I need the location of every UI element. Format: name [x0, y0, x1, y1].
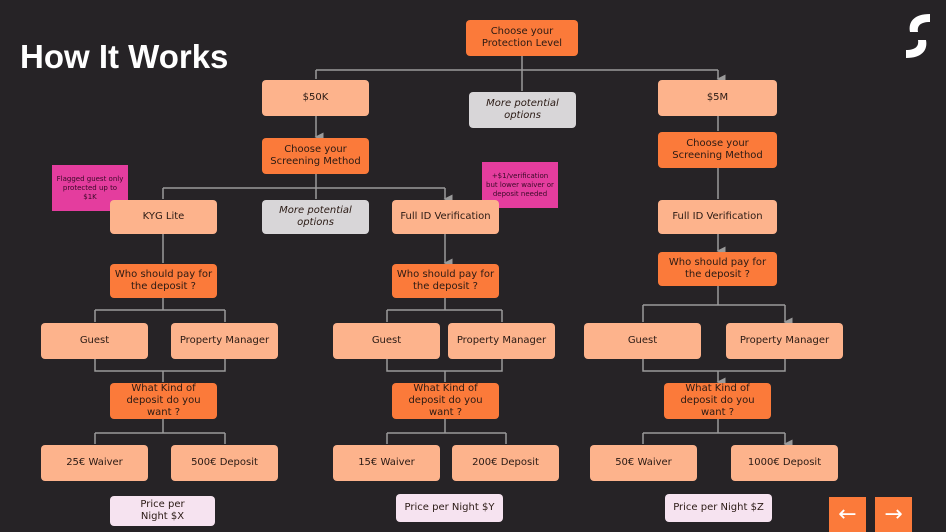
- guest-node: Guest: [333, 323, 440, 359]
- price-node: Price per Night $X: [110, 496, 215, 526]
- full-id-node-5m: Full ID Verification: [658, 200, 777, 234]
- arrow-right-icon: →: [884, 502, 903, 527]
- option-5m: $5M: [658, 80, 777, 116]
- full-id-node: Full ID Verification: [392, 200, 499, 234]
- page-title: How It Works: [20, 38, 229, 75]
- kyg-lite-node: KYG Lite: [110, 200, 217, 234]
- next-button[interactable]: →: [875, 497, 912, 532]
- protection-level-node: Choose your Protection Level: [466, 20, 578, 56]
- deposit-node: 1000€ Deposit: [731, 445, 838, 481]
- deposit-kind-node: What Kind of deposit do you want ?: [110, 383, 217, 419]
- property-manager-node: Property Manager: [171, 323, 278, 359]
- screening-node-50k: Choose your Screening Method: [262, 138, 369, 174]
- guest-node: Guest: [41, 323, 148, 359]
- who-pays-node: Who should pay for the deposit ?: [392, 264, 499, 298]
- more-options-mid: More potential options: [262, 200, 369, 234]
- property-manager-node: Property Manager: [726, 323, 843, 359]
- price-node: Price per Night $Y: [396, 494, 503, 522]
- waiver-node: 50€ Waiver: [590, 445, 697, 481]
- arrow-left-icon: ←: [838, 502, 857, 527]
- property-manager-node: Property Manager: [448, 323, 555, 359]
- who-pays-node: Who should pay for the deposit ?: [658, 252, 777, 286]
- price-node: Price per Night $Z: [665, 494, 772, 522]
- guest-node: Guest: [584, 323, 701, 359]
- screening-node-5m: Choose your Screening Method: [658, 132, 777, 168]
- deposit-kind-node: What Kind of deposit do you want ?: [664, 383, 771, 419]
- prev-button[interactable]: ←: [829, 497, 866, 532]
- logo: [906, 14, 930, 58]
- more-options-top: More potential options: [469, 92, 576, 128]
- deposit-kind-node: What Kind of deposit do you want ?: [392, 383, 499, 419]
- waiver-node: 25€ Waiver: [41, 445, 148, 481]
- option-50k: $50K: [262, 80, 369, 116]
- deposit-node: 500€ Deposit: [171, 445, 278, 481]
- who-pays-node: Who should pay for the deposit ?: [110, 264, 217, 298]
- waiver-node: 15€ Waiver: [333, 445, 440, 481]
- deposit-node: 200€ Deposit: [452, 445, 559, 481]
